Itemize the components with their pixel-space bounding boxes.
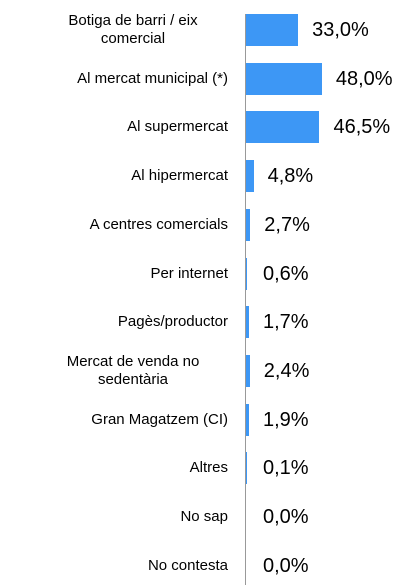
category-label: No sap (180, 508, 228, 525)
category-label: A centres comercials (89, 215, 228, 233)
category: A centres comercials (3, 201, 228, 249)
bar-row: A centres comercials 2,7% (0, 201, 415, 249)
category-label: Per internet (150, 264, 228, 282)
value-label: 46,5% (333, 116, 391, 139)
category: Botiga de barri / eix comercial (3, 6, 228, 54)
bar-row: Al mercat municipal (*) 48,0% (0, 55, 415, 103)
bar (246, 160, 254, 193)
category: Pagès/productor (3, 298, 228, 346)
bar-row: Mercat de venda no sedentària 2,4% (0, 347, 415, 395)
category-label: Botiga de barri / eix comercial (68, 12, 198, 47)
bar (246, 403, 249, 436)
category-label: Pagès/productor (117, 313, 228, 331)
bar-row: No sap 0,0% (0, 493, 415, 541)
category: Altres (3, 444, 228, 492)
bar-row: Al hipermercat 4,8% (0, 152, 415, 200)
category: No contesta (3, 542, 228, 585)
bar (246, 62, 322, 95)
category-label: Mercat de venda no sedentària (66, 352, 200, 388)
value-label: 2,7% (264, 213, 310, 236)
bar-row: Al supermercat 46,5% (0, 103, 415, 151)
category: Al supermercat (3, 103, 228, 151)
value-label: 0,0% (263, 506, 309, 528)
category-label: No contesta (147, 556, 228, 574)
bar (246, 14, 299, 46)
value-label: 1,9% (263, 408, 309, 431)
bar-row: Botiga de barri / eix comercial 33,0% (0, 6, 415, 54)
bar-row: Altres 0,1% (0, 444, 415, 492)
category: No sap (3, 493, 228, 541)
bar-row: Gran Magatzem (CI) 1,9% (0, 396, 415, 444)
value-label: 0,0% (263, 554, 309, 577)
bar-row: No contesta 0,0% (0, 542, 415, 585)
category: Al mercat municipal (*) (3, 55, 228, 103)
bar (246, 111, 320, 144)
bar (246, 257, 247, 290)
value-label: 0,6% (263, 262, 309, 285)
category: Mercat de venda no sedentària (3, 347, 228, 395)
category-label: Altres (189, 459, 228, 477)
category-label: Al mercat municipal (*) (77, 69, 228, 87)
value-label: 0,1% (263, 457, 309, 480)
category-label: Al supermercat (127, 118, 228, 136)
axis-line (245, 14, 246, 585)
bar-row: Pagès/productor 1,7% (0, 298, 415, 346)
bar-row: Per internet 0,6% (0, 250, 415, 298)
bar (246, 354, 250, 387)
category: Per internet (3, 250, 228, 298)
category-label: Al hipermercat (131, 167, 228, 185)
category: Al hipermercat (3, 152, 228, 200)
value-label: 33,0% (312, 19, 369, 41)
value-label: 48,0% (335, 67, 393, 90)
value-label: 2,4% (263, 359, 310, 382)
category-label: Gran Magatzem (CI) (91, 410, 228, 428)
category: Gran Magatzem (CI) (3, 396, 228, 444)
bar (246, 306, 249, 339)
value-label: 4,8% (267, 165, 314, 188)
bar (246, 208, 251, 241)
value-label: 1,7% (263, 311, 309, 334)
